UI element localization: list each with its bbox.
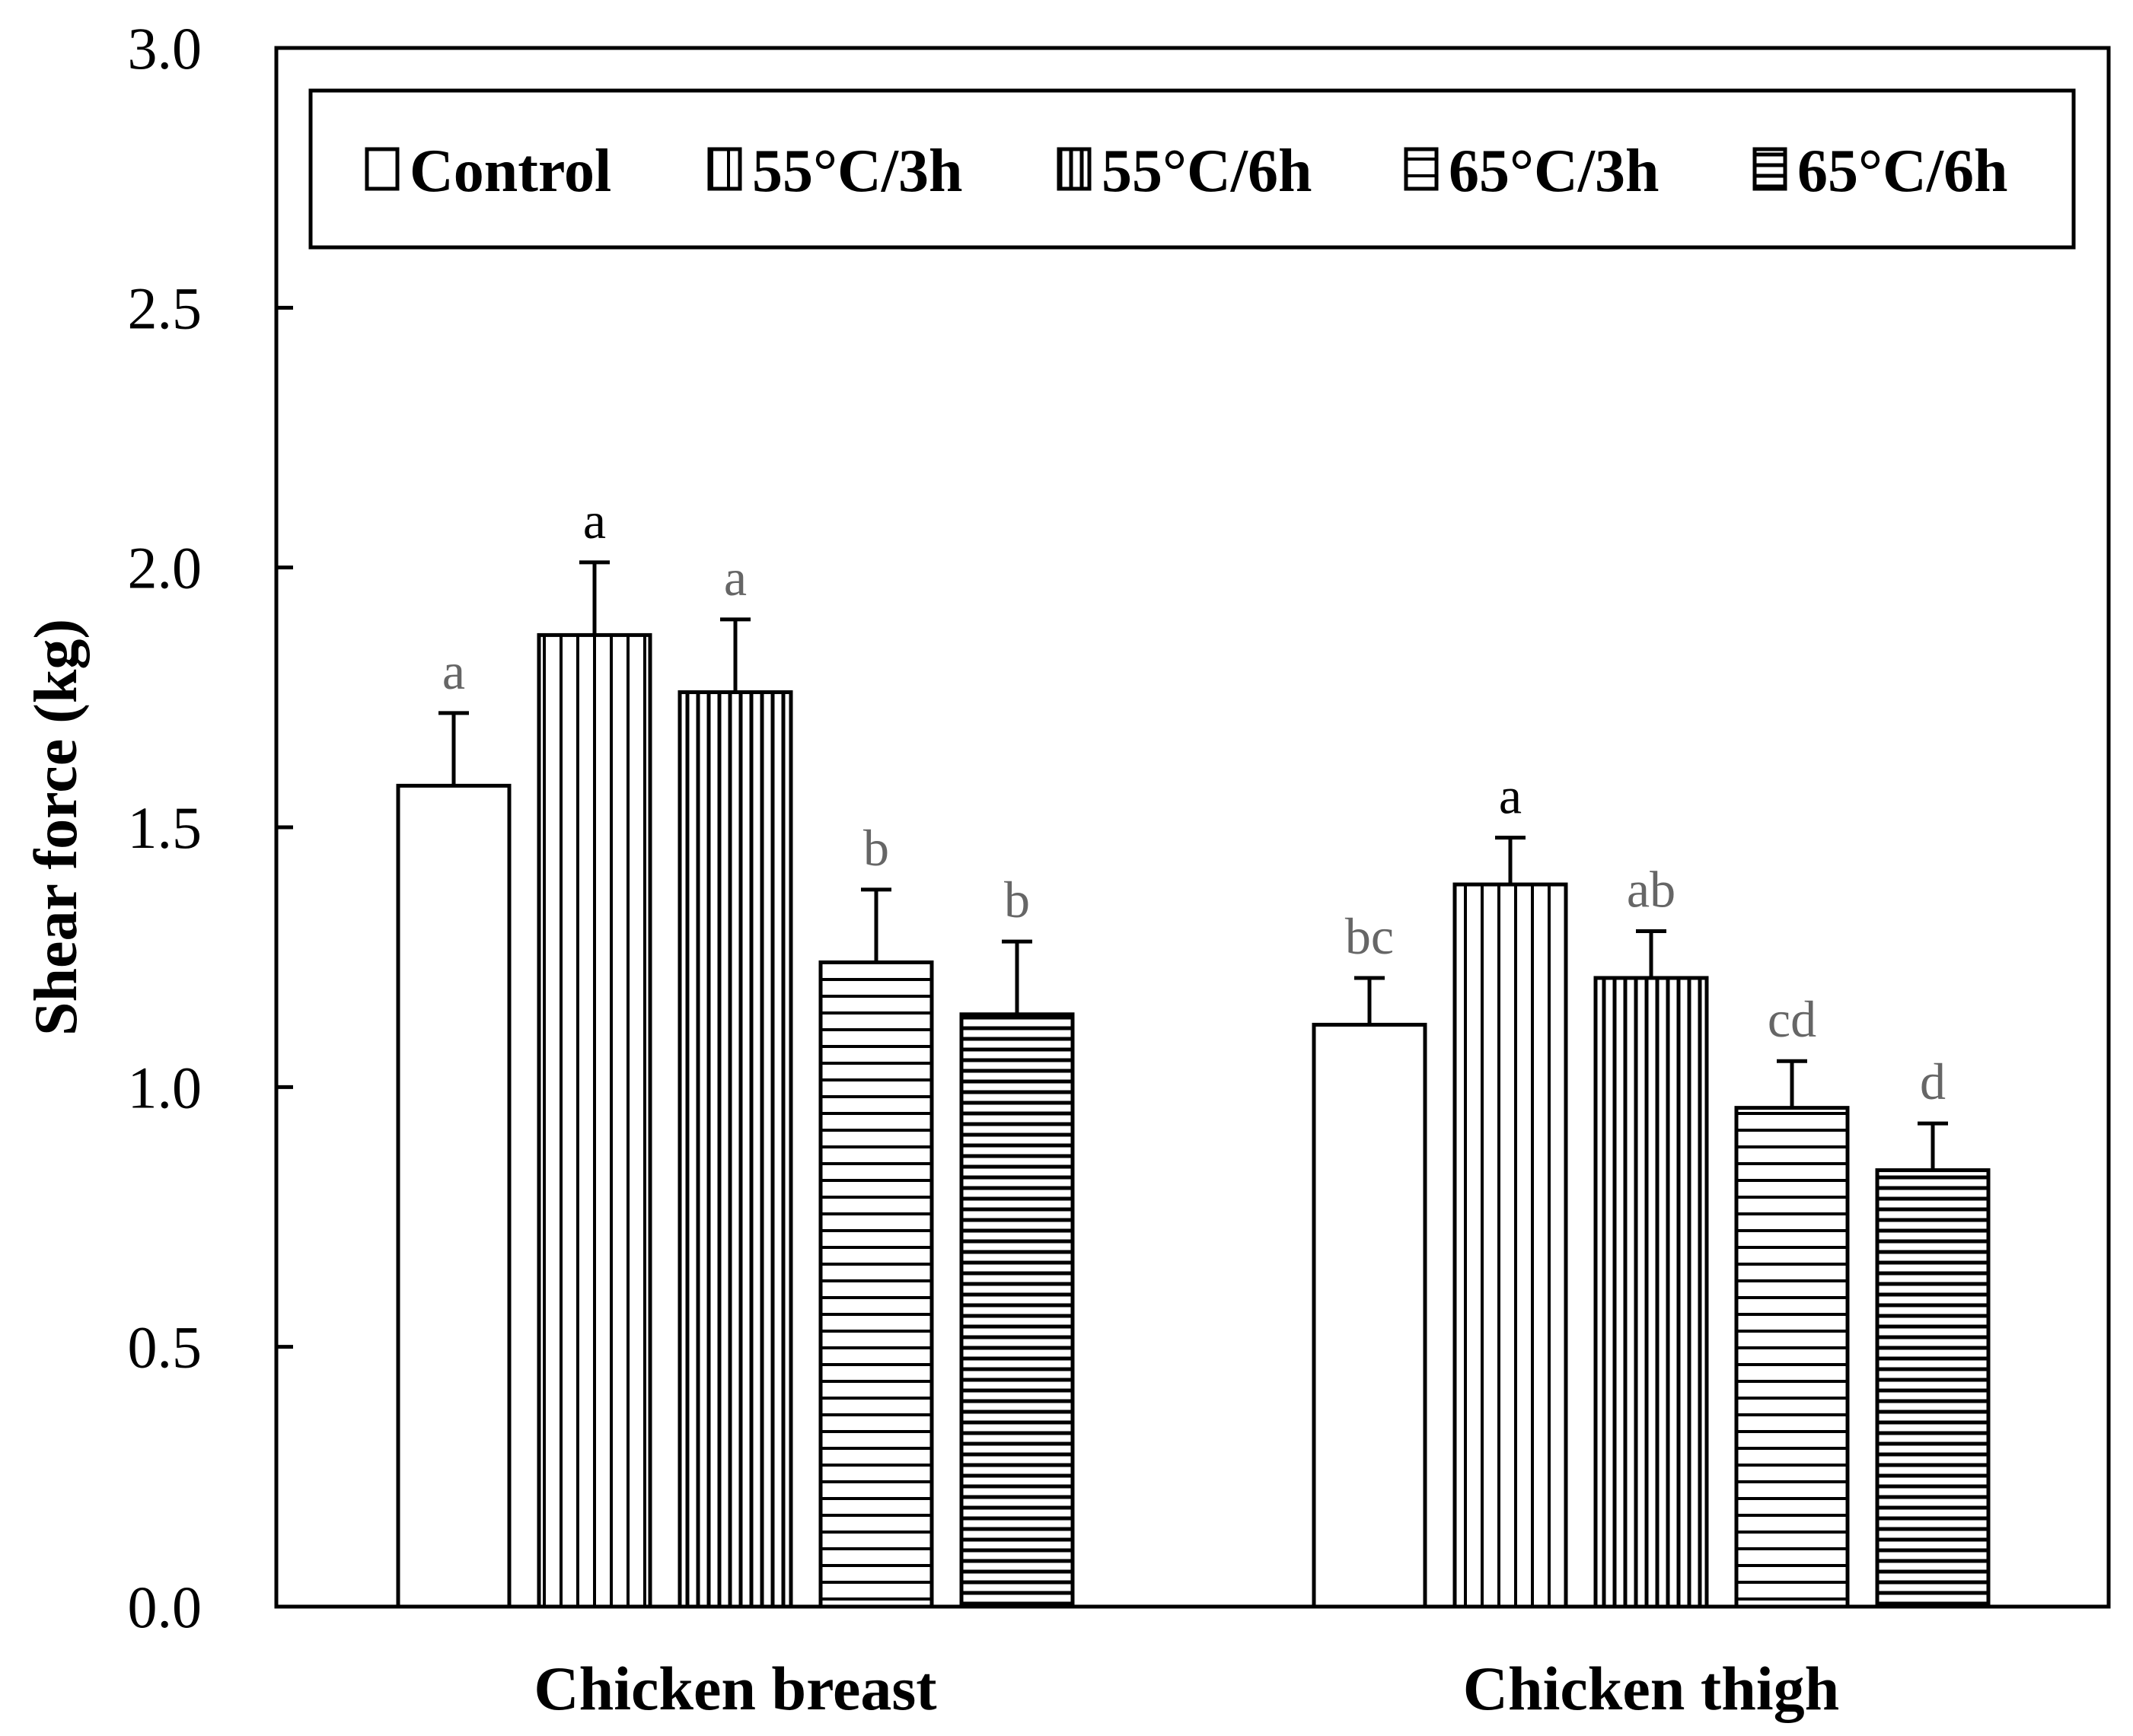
legend-swatch — [1404, 147, 1439, 191]
legend-label: 65°C/6h — [1797, 138, 2007, 205]
significance-letter: a — [442, 642, 465, 700]
y-tick-label: 0.0 — [128, 1574, 202, 1640]
bar — [1312, 1022, 1427, 1609]
y-tick-label: 0.5 — [128, 1314, 202, 1381]
category-labels: Chicken breast Chicken thigh — [534, 1654, 1839, 1723]
y-axis-ticks: 0.0 0.5 1.0 1.5 2.0 2.5 3.0 — [128, 15, 293, 1640]
y-tick-label: 3.0 — [128, 15, 202, 81]
y-tick-label: 1.5 — [128, 795, 202, 861]
bar — [1593, 976, 1709, 1609]
significance-letter: b — [863, 819, 889, 877]
bar — [1452, 882, 1568, 1609]
y-tick-label: 2.5 — [128, 275, 202, 341]
bar — [396, 783, 512, 1609]
category-label: Chicken breast — [534, 1654, 936, 1723]
legend-swatch — [1057, 147, 1092, 191]
bar — [959, 1012, 1075, 1609]
significance-letter: ab — [1627, 861, 1675, 919]
bar — [1734, 1106, 1850, 1609]
bar — [537, 632, 652, 1609]
legend-label: 55°C/3h — [752, 138, 962, 205]
significance-letter: bc — [1345, 907, 1394, 965]
significance-letter: a — [583, 492, 606, 549]
legend-label: 65°C/3h — [1449, 138, 1659, 205]
significance-letter: a — [1499, 767, 1522, 825]
significance-letter: cd — [1768, 990, 1816, 1048]
legend-swatch — [365, 147, 400, 191]
legend-label: Control — [410, 138, 611, 205]
significance-letter: d — [1920, 1053, 1946, 1110]
legend-items: Control 55°C/3h 55°C/6h 65°C/3h 65°C/6h — [365, 138, 2007, 205]
legend-label: 55°C/6h — [1102, 138, 1312, 205]
category-label: Chicken thigh — [1463, 1654, 1839, 1723]
bar — [1875, 1168, 1991, 1609]
legend-swatch — [1752, 147, 1787, 191]
y-tick-label: 2.0 — [128, 535, 202, 601]
y-axis-title: Shear force (kg) — [23, 619, 90, 1036]
y-tick-label: 1.0 — [128, 1054, 202, 1120]
significance-letter: a — [724, 549, 747, 607]
bar — [678, 690, 793, 1609]
bar — [818, 960, 934, 1609]
significance-letter: b — [1004, 871, 1030, 929]
legend-swatch — [707, 147, 742, 191]
